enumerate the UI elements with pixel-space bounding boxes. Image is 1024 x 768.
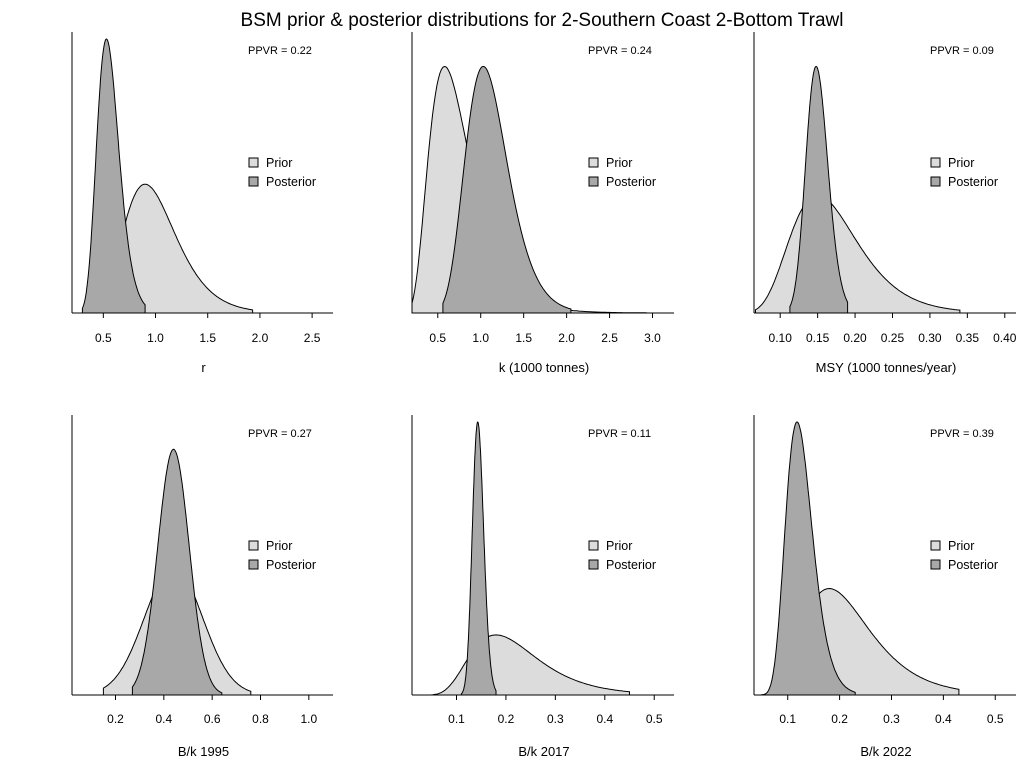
x-tick-label: 0.40	[993, 331, 1017, 345]
chart-title: BSM prior & posterior distributions for …	[240, 10, 844, 31]
x-tick-label: 0.1	[448, 712, 465, 726]
ppvr-label: PPVR = 0.27	[248, 428, 312, 440]
x-tick-label: 0.5	[987, 712, 1004, 726]
panel-1: 0.5 1.0 1.5 2.0 2.5 r PPVR = 0.22 Prior Posterio…	[71, 32, 333, 375]
legend-swatch-posterior	[930, 559, 941, 570]
legend-swatch-prior	[248, 540, 259, 551]
prior-density-area	[431, 634, 630, 696]
panel-2: 0.5 1.0 1.5 2.0 2.5 3.0 k (1000 tonnes) PPVR = …	[411, 32, 674, 375]
x-tick-label: 0.5	[95, 331, 112, 345]
x-tick-label: 0.2	[498, 712, 515, 726]
x-tick-label: 0.25	[881, 331, 905, 345]
legend-swatch-posterior	[248, 176, 259, 187]
legend-label-posterior: Posterior	[948, 175, 998, 189]
x-tick-label: 0.5	[429, 331, 446, 345]
legend-swatch-prior	[930, 540, 941, 551]
x-tick-label: 0.5	[646, 712, 663, 726]
legend-label-prior: Prior	[266, 539, 292, 553]
x-tick-label: 0.4	[596, 712, 613, 726]
x-tick-label: 2.0	[252, 331, 269, 345]
x-axis-title: B/k 1995	[178, 744, 229, 759]
ppvr-label: PPVR = 0.22	[248, 45, 312, 57]
legend-label-prior: Prior	[606, 156, 632, 170]
x-tick-label: 2.5	[304, 331, 321, 345]
x-tick-label: 0.20	[843, 331, 867, 345]
x-tick-label: 0.2	[107, 712, 124, 726]
x-tick-label: 0.2	[831, 712, 848, 726]
legend-swatch-posterior	[588, 176, 599, 187]
panel-4: 0.2 0.4 0.6 0.8 1.0 B/k 1995 PPVR = 0.27 Prior P…	[71, 415, 333, 759]
x-tick-label: 2.0	[558, 331, 575, 345]
legend-swatch-posterior	[930, 176, 941, 187]
x-axis-title: B/k 2017	[518, 744, 569, 759]
legend-label-prior: Prior	[606, 539, 632, 553]
x-tick-label: 0.15	[806, 331, 830, 345]
x-tick-label: 0.10	[769, 331, 793, 345]
legend-label-posterior: Posterior	[948, 558, 998, 572]
x-tick-label: 1.0	[147, 331, 164, 345]
x-tick-label: 2.5	[601, 331, 618, 345]
legend-label-posterior: Posterior	[606, 558, 656, 572]
legend-label-prior: Prior	[266, 156, 292, 170]
legend-label-prior: Prior	[948, 156, 974, 170]
x-tick-label: 0.6	[204, 712, 221, 726]
legend-label-prior: Prior	[948, 539, 974, 553]
x-tick-label: 0.35	[956, 331, 980, 345]
x-tick-label: 0.1	[779, 712, 796, 726]
legend-swatch-prior	[588, 157, 599, 168]
posterior-density-area	[442, 66, 572, 314]
ppvr-label: PPVR = 0.11	[588, 428, 651, 440]
posterior-density-area	[789, 65, 849, 314]
x-tick-label: 1.0	[472, 331, 489, 345]
x-tick-label: 0.30	[918, 331, 942, 345]
posterior-density-area	[81, 38, 146, 314]
x-axis-title: MSY (1000 tonnes/year)	[816, 360, 957, 375]
legend-swatch-posterior	[248, 559, 259, 570]
x-tick-label: 3.0	[644, 331, 661, 345]
ppvr-label: PPVR = 0.39	[930, 428, 994, 440]
legend-swatch-prior	[248, 157, 259, 168]
x-tick-label: 0.4	[935, 712, 952, 726]
x-tick-label: 0.4	[155, 712, 172, 726]
posterior-density-area	[131, 448, 223, 696]
legend-label-posterior: Posterior	[266, 558, 316, 572]
posterior-density-area	[756, 421, 856, 696]
prior-density-area	[755, 194, 961, 314]
x-axis-title: B/k 2022	[860, 744, 911, 759]
x-tick-label: 0.3	[547, 712, 564, 726]
x-tick-label: 1.5	[199, 331, 216, 345]
posterior-density-area	[460, 421, 497, 696]
legend-swatch-prior	[930, 157, 941, 168]
x-tick-label: 1.0	[300, 712, 317, 726]
panel-6: 0.1 0.2 0.3 0.4 0.5 B/k 2022 PPVR = 0.39 Prior P…	[753, 415, 1016, 759]
panel-5: 0.1 0.2 0.3 0.4 0.5 B/k 2017 PPVR = 0.11 Prior P…	[411, 415, 674, 759]
legend-label-posterior: Posterior	[266, 175, 316, 189]
x-axis-title: k (1000 tonnes)	[499, 360, 589, 375]
x-axis-title: r	[201, 360, 206, 375]
ppvr-label: PPVR = 0.09	[930, 45, 994, 57]
x-tick-label: 1.5	[515, 331, 532, 345]
panel-3: 0.10 0.15 0.20 0.25 0.30 0.35 0.40 MSY (1000 to…	[753, 32, 1017, 375]
legend-label-posterior: Posterior	[606, 175, 656, 189]
ppvr-label: PPVR = 0.24	[588, 45, 652, 57]
legend-swatch-prior	[588, 540, 599, 551]
x-tick-label: 0.3	[883, 712, 900, 726]
legend-swatch-posterior	[588, 559, 599, 570]
x-tick-label: 0.8	[252, 712, 269, 726]
